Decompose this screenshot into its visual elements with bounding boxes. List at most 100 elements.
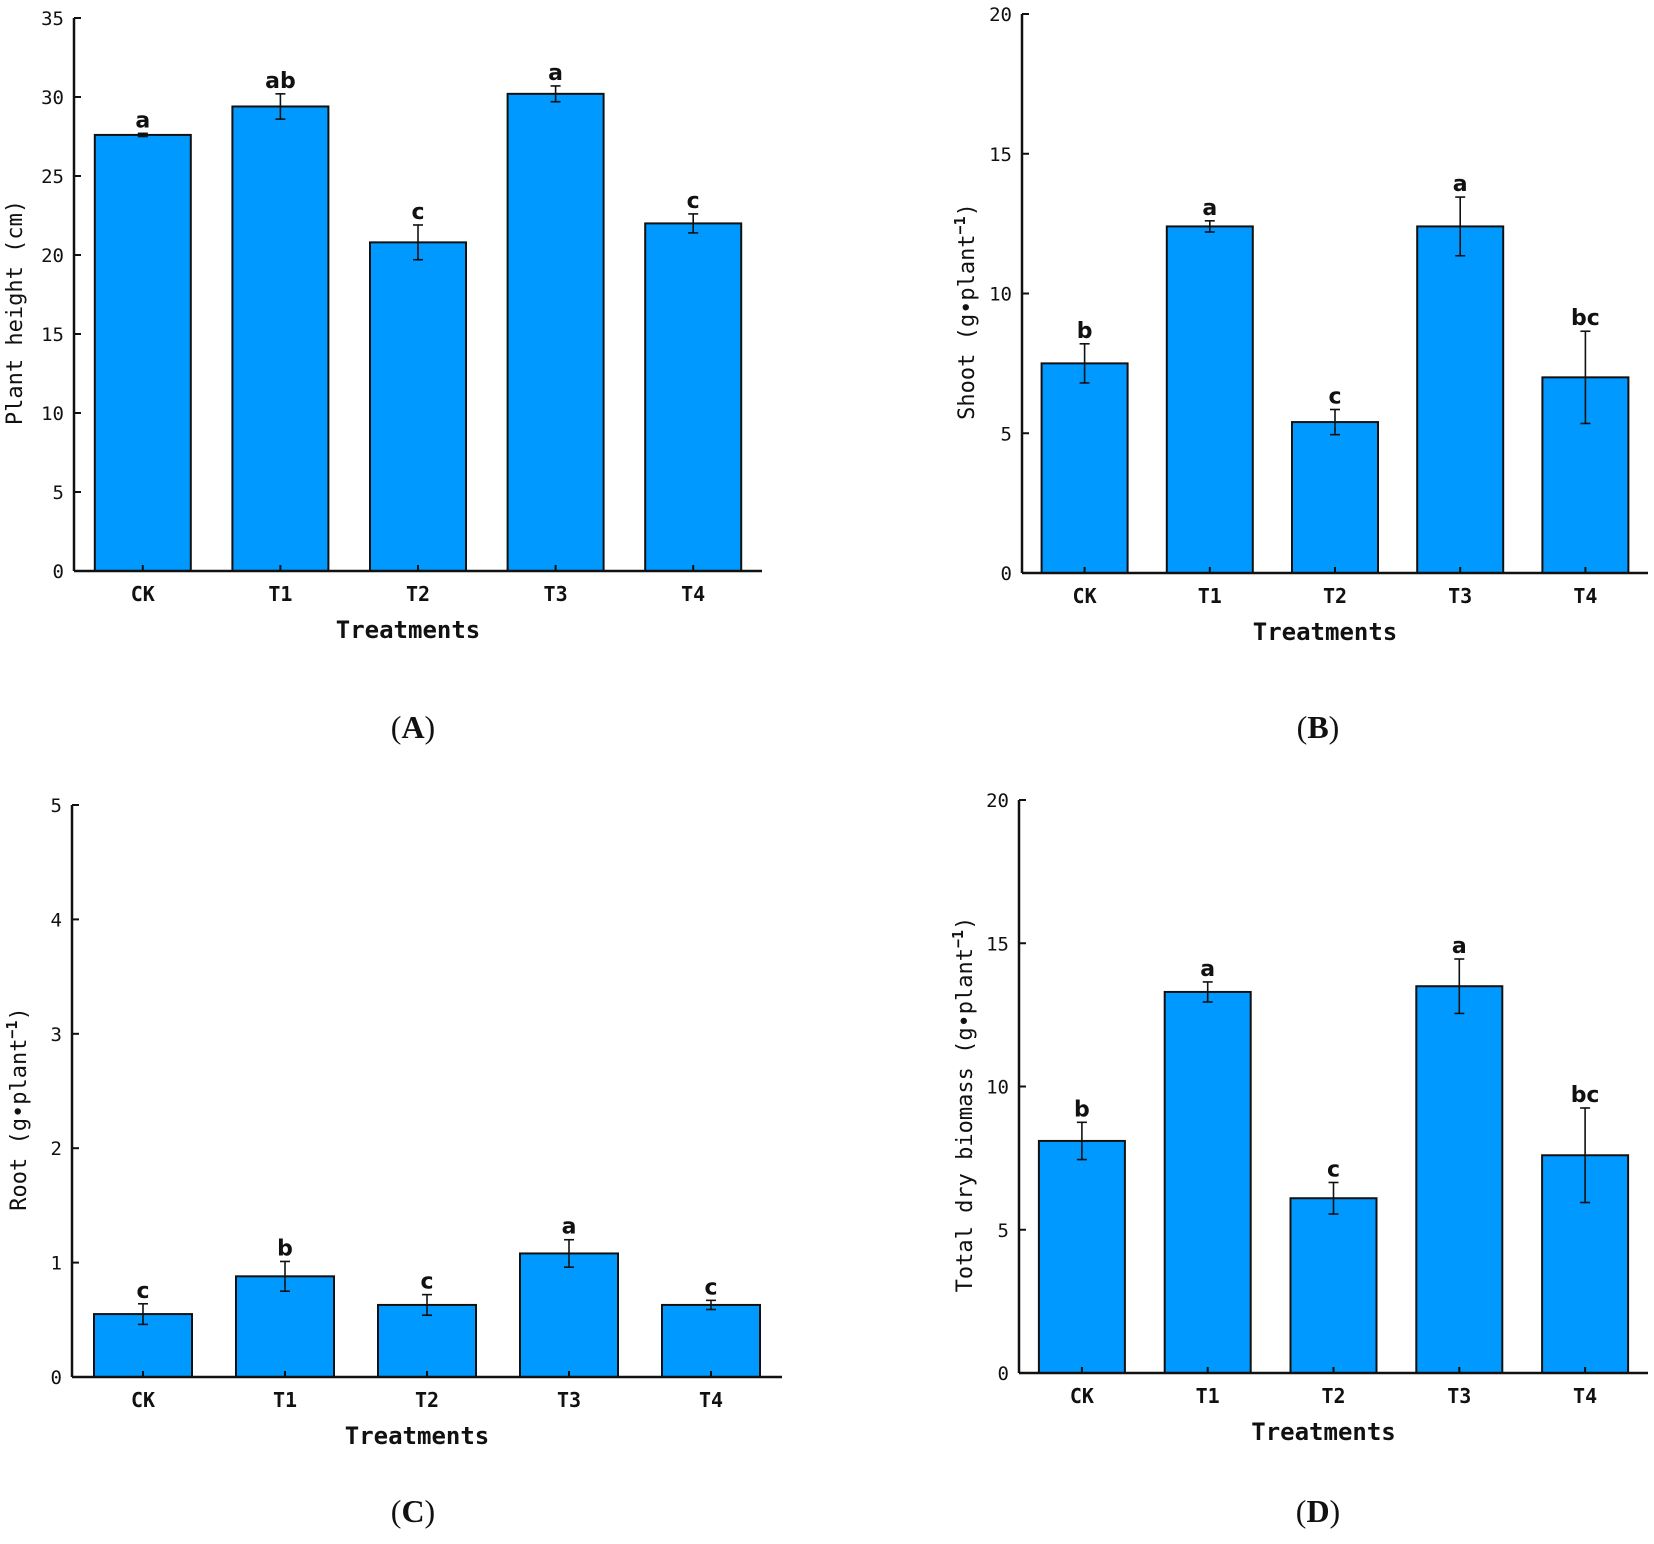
significance-label: c: [411, 200, 424, 225]
significance-label: ab: [265, 69, 296, 94]
error-bar-t1: [1202, 981, 1213, 1003]
x-tick-label: T3: [1447, 1384, 1471, 1408]
error-bar-t2: [422, 1293, 432, 1317]
x-axis-title: Treatments: [345, 1422, 490, 1450]
significance-label: c: [704, 1275, 717, 1300]
bar-t3: [1416, 225, 1505, 574]
significance-label: bc: [1571, 306, 1600, 331]
y-tick-label: 10: [41, 403, 64, 425]
y-tick-label: 0: [1001, 563, 1012, 585]
error-bar-t3: [1454, 958, 1465, 1015]
y-axis-title-tail: ): [955, 203, 980, 216]
panel-label-close-paren: ): [425, 709, 436, 745]
y-tick-label: 3: [51, 1024, 62, 1046]
error-bar-t4: [688, 213, 699, 234]
x-tick-label: T1: [273, 1388, 297, 1412]
bar-t2: [369, 241, 467, 573]
error-bar-ck: [138, 1302, 148, 1326]
y-tick-label: 20: [986, 790, 1009, 812]
y-tick-label: 2: [51, 1138, 62, 1160]
chart-panel-c: c b c a c 0 1 2 3 4 5 CK T1 T2 T3 T4 Treatments Root (g•p…: [3, 795, 782, 1529]
y-tick-label: 5: [51, 795, 62, 817]
y-tick-label: 10: [986, 1077, 1009, 1099]
panel-label: (A): [391, 709, 435, 745]
error-bar-t2: [413, 224, 423, 261]
y-tick-label: 1: [51, 1253, 62, 1275]
error-bar-t3: [550, 85, 561, 103]
panel-label-close-paren: ): [1330, 1493, 1341, 1529]
x-tick-label: T2: [1323, 584, 1347, 608]
y-axis-title: Plant height (cm): [3, 200, 28, 425]
significance-label: a: [1200, 957, 1215, 982]
y-tick-label: 15: [986, 933, 1009, 955]
y-tick-label: 5: [998, 1220, 1009, 1242]
significance-label: c: [1328, 384, 1341, 409]
error-bar-t2: [1330, 408, 1340, 436]
significance-label: c: [136, 1279, 149, 1304]
y-axis-title-text: Shoot (g•plant: [955, 234, 980, 419]
bar-t1: [231, 105, 330, 572]
error-bar-t2: [1328, 1181, 1339, 1215]
x-tick-label: T4: [681, 582, 705, 606]
panel-label: (D): [1296, 1493, 1340, 1529]
x-tick-label: T2: [406, 582, 430, 606]
x-tick-label: CK: [131, 1388, 155, 1412]
y-tick-label: 5: [1001, 423, 1012, 445]
x-tick-label: T2: [415, 1388, 439, 1412]
significance-label: a: [548, 61, 563, 86]
error-bar-t3: [1455, 196, 1466, 257]
significance-label: bc: [1571, 1083, 1600, 1108]
bar-t3: [1415, 985, 1504, 1374]
bar-ck: [1040, 362, 1129, 574]
y-tick-label: 20: [41, 245, 64, 267]
bar-t2: [1291, 421, 1379, 574]
panel-label-letter: C: [401, 1493, 424, 1529]
panel-label-close-paren: ): [425, 1493, 436, 1529]
y-axis-title-superscript: −1: [951, 216, 969, 234]
x-tick-label: T2: [1321, 1384, 1345, 1408]
y-tick-label: 0: [53, 561, 64, 583]
x-tick-label: T1: [268, 582, 292, 606]
chart-panel-d: b a c a bc 0 5 10 15 20 CK T1 T2 T3 T4 Treatments Total …: [949, 790, 1648, 1529]
error-bar-ck: [1076, 1121, 1087, 1161]
error-bar-ck: [137, 132, 148, 138]
panel-label-open-paren: (: [391, 1493, 402, 1529]
x-axis-title: Treatments: [1253, 618, 1398, 646]
bar-t2: [377, 1303, 477, 1378]
error-bar-t3: [564, 1238, 574, 1268]
y-tick-label: 4: [51, 909, 62, 931]
x-tick-label: T4: [1573, 584, 1597, 608]
bar-ck: [1037, 1139, 1126, 1375]
y-tick-label: 15: [989, 144, 1012, 166]
panel-label-open-paren: (: [391, 709, 402, 745]
x-tick-label: T4: [699, 1388, 723, 1412]
significance-label: b: [1074, 1097, 1090, 1122]
chart-panel-b: b a c a bc 0 5 10 15 20 CK T1 T2 T3 T4 Treatments Shoot …: [951, 4, 1648, 745]
y-axis-title: Total dry biomass (g•plant−1): [949, 917, 978, 1293]
y-axis-title-tail: ): [953, 917, 978, 930]
y-axis-title-text: Plant height (cm): [3, 200, 28, 425]
chart-panel-a: a ab c a c 0 5 10 15 20 25 30 35 CK T1 T2 T3 T4 Treatments…: [3, 8, 762, 745]
x-tick-label: CK: [1070, 1384, 1094, 1408]
significance-label: c: [687, 189, 700, 214]
x-tick-label: T3: [544, 582, 568, 606]
error-bar-t1: [1204, 220, 1215, 233]
x-tick-label: T1: [1196, 1384, 1220, 1408]
panel-label-letter: D: [1306, 1493, 1329, 1529]
bar-t3: [506, 92, 605, 572]
y-tick-label: 20: [989, 4, 1012, 26]
error-bar-t1: [275, 93, 286, 120]
panel-label: (C): [391, 1493, 435, 1529]
bar-t1: [1165, 225, 1254, 574]
bar-t1: [1163, 990, 1252, 1375]
panel-label-letter: A: [401, 709, 424, 745]
bar-t4: [644, 222, 743, 572]
significance-label: b: [1077, 319, 1093, 344]
y-axis-title-tail: ): [7, 1007, 32, 1020]
bar-ck: [93, 133, 192, 572]
bar-t4: [661, 1303, 761, 1378]
x-axis-title: Treatments: [336, 616, 481, 644]
y-axis-title: Shoot (g•plant−1): [951, 203, 980, 420]
panel-label-letter: B: [1307, 709, 1328, 745]
x-tick-label: T3: [557, 1388, 581, 1412]
